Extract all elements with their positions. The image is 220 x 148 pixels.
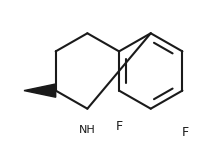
Text: NH: NH	[79, 125, 96, 135]
Text: F: F	[116, 120, 123, 133]
Text: F: F	[182, 126, 189, 139]
Polygon shape	[24, 84, 56, 97]
